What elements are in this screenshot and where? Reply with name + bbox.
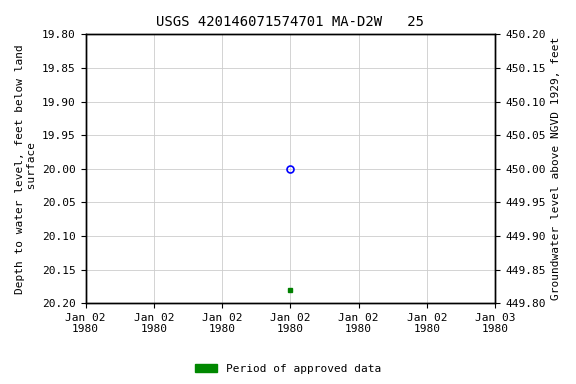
Y-axis label: Groundwater level above NGVD 1929, feet: Groundwater level above NGVD 1929, feet: [551, 37, 561, 300]
Y-axis label: Depth to water level, feet below land
 surface: Depth to water level, feet below land su…: [15, 44, 37, 294]
Legend: Period of approved data: Period of approved data: [191, 359, 385, 379]
Title: USGS 420146071574701 MA-D2W   25: USGS 420146071574701 MA-D2W 25: [157, 15, 425, 29]
